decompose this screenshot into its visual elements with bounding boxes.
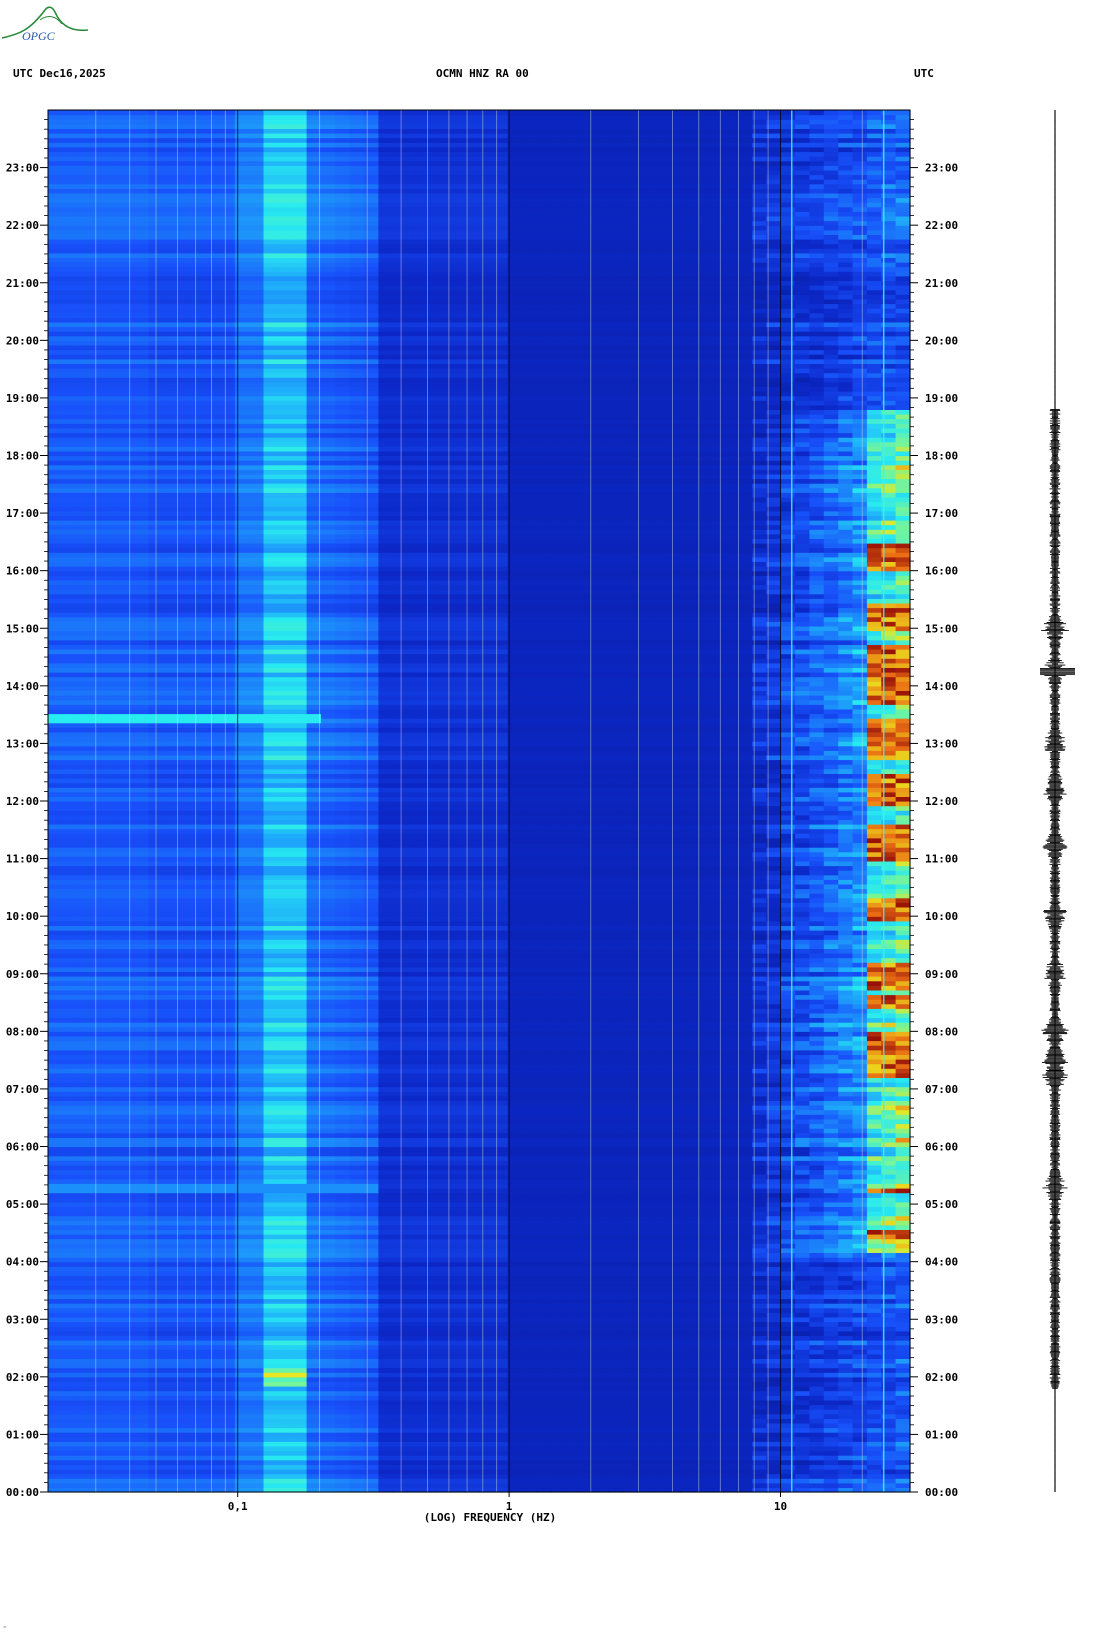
y-tick-label-left: 20:00 [6, 334, 39, 347]
time-axis: 00:00 00:00 01:00 01:00 02:00 02:00 03:00 03:00… [6, 119, 958, 1499]
y-tick-label-right: 19:00 [925, 392, 958, 405]
y-tick-label-left: 21:00 [6, 277, 39, 290]
y-tick-label-left: 17:00 [6, 507, 39, 520]
y-tick-label-left: 02:00 [6, 1371, 39, 1384]
x-tick-label: 1 [506, 1500, 513, 1513]
seismogram-trace [1040, 110, 1075, 1492]
y-tick-label-right: 00:00 [925, 1486, 958, 1499]
frequency-gridlines [95, 110, 863, 1492]
y-tick-label-right: 12:00 [925, 795, 958, 808]
opgc-logo: OPGC [0, 0, 100, 46]
y-tick-label-right: 20:00 [925, 334, 958, 347]
logo-text: OPGC [22, 29, 56, 43]
y-tick-label-right: 01:00 [925, 1428, 958, 1441]
y-tick-label-left: 19:00 [6, 392, 39, 405]
y-tick-label-right: 15:00 [925, 622, 958, 635]
y-tick-label-left: 04:00 [6, 1256, 39, 1269]
header-right-label: UTC [914, 67, 934, 80]
frequency-axis: 0,1 1 10 [228, 1492, 787, 1513]
y-tick-label-left: 01:00 [6, 1428, 39, 1441]
spectrogram-chart: 00:00 00:00 01:00 01:00 02:00 02:00 03:00 03:00… [6, 109, 958, 1524]
y-tick-label-right: 05:00 [925, 1198, 958, 1211]
y-tick-label-left: 05:00 [6, 1198, 39, 1211]
y-tick-label-right: 23:00 [925, 162, 958, 175]
y-tick-label-left: 16:00 [6, 565, 39, 578]
y-tick-label-left: 00:00 [6, 1486, 39, 1499]
x-tick-label: 10 [774, 1500, 787, 1513]
y-tick-label-left: 09:00 [6, 968, 39, 981]
y-tick-label-right: 16:00 [925, 565, 958, 578]
y-tick-label-right: 17:00 [925, 507, 958, 520]
y-tick-label-right: 08:00 [925, 1025, 958, 1038]
y-tick-label-right: 07:00 [925, 1083, 958, 1096]
y-tick-label-left: 18:00 [6, 450, 39, 463]
y-tick-label-right: 02:00 [925, 1371, 958, 1384]
y-tick-label-right: 09:00 [925, 968, 958, 981]
y-tick-label-right: 10:00 [925, 910, 958, 923]
y-tick-label-left: 23:00 [6, 162, 39, 175]
y-tick-label-right: 21:00 [925, 277, 958, 290]
y-tick-label-right: 06:00 [925, 1141, 958, 1154]
y-tick-label-right: 13:00 [925, 737, 958, 750]
corner-mark: ‴ [3, 1626, 7, 1633]
y-tick-label-left: 07:00 [6, 1083, 39, 1096]
spectrogram-heatmap [48, 110, 911, 1493]
y-tick-label-left: 06:00 [6, 1141, 39, 1154]
y-tick-label-right: 22:00 [925, 219, 958, 232]
y-tick-label-right: 11:00 [925, 853, 958, 866]
y-tick-label-left: 15:00 [6, 622, 39, 635]
x-tick-label: 0,1 [228, 1500, 248, 1513]
chart-title: OCMN HNZ RA 00 [436, 67, 529, 80]
x-axis-label: (LOG) FREQUENCY (HZ) [424, 1511, 556, 1524]
y-tick-label-left: 10:00 [6, 910, 39, 923]
y-tick-label-left: 22:00 [6, 219, 39, 232]
y-tick-label-right: 03:00 [925, 1313, 958, 1326]
y-tick-label-right: 04:00 [925, 1256, 958, 1269]
y-tick-label-left: 11:00 [6, 853, 39, 866]
y-tick-label-left: 13:00 [6, 737, 39, 750]
y-tick-label-left: 03:00 [6, 1313, 39, 1326]
y-tick-label-left: 14:00 [6, 680, 39, 693]
y-tick-label-right: 18:00 [925, 450, 958, 463]
y-tick-label-right: 14:00 [925, 680, 958, 693]
header-left-label: UTC Dec16,2025 [13, 67, 106, 80]
y-tick-label-left: 08:00 [6, 1025, 39, 1038]
y-tick-label-left: 12:00 [6, 795, 39, 808]
